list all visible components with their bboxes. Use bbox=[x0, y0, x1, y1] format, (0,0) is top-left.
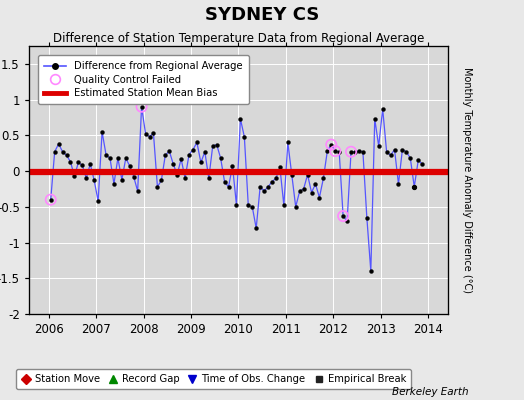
Point bbox=[327, 142, 335, 148]
Text: SYDNEY CS: SYDNEY CS bbox=[205, 6, 319, 24]
Point bbox=[331, 148, 340, 154]
Point bbox=[347, 148, 355, 155]
Point bbox=[137, 104, 146, 110]
Point bbox=[339, 213, 347, 219]
Legend: Station Move, Record Gap, Time of Obs. Change, Empirical Break: Station Move, Record Gap, Time of Obs. C… bbox=[16, 370, 411, 390]
Point bbox=[47, 196, 55, 203]
Text: Berkeley Earth: Berkeley Earth bbox=[392, 387, 469, 397]
Y-axis label: Monthly Temperature Anomaly Difference (°C): Monthly Temperature Anomaly Difference (… bbox=[462, 67, 472, 293]
Title: Difference of Station Temperature Data from Regional Average: Difference of Station Temperature Data f… bbox=[53, 32, 424, 45]
